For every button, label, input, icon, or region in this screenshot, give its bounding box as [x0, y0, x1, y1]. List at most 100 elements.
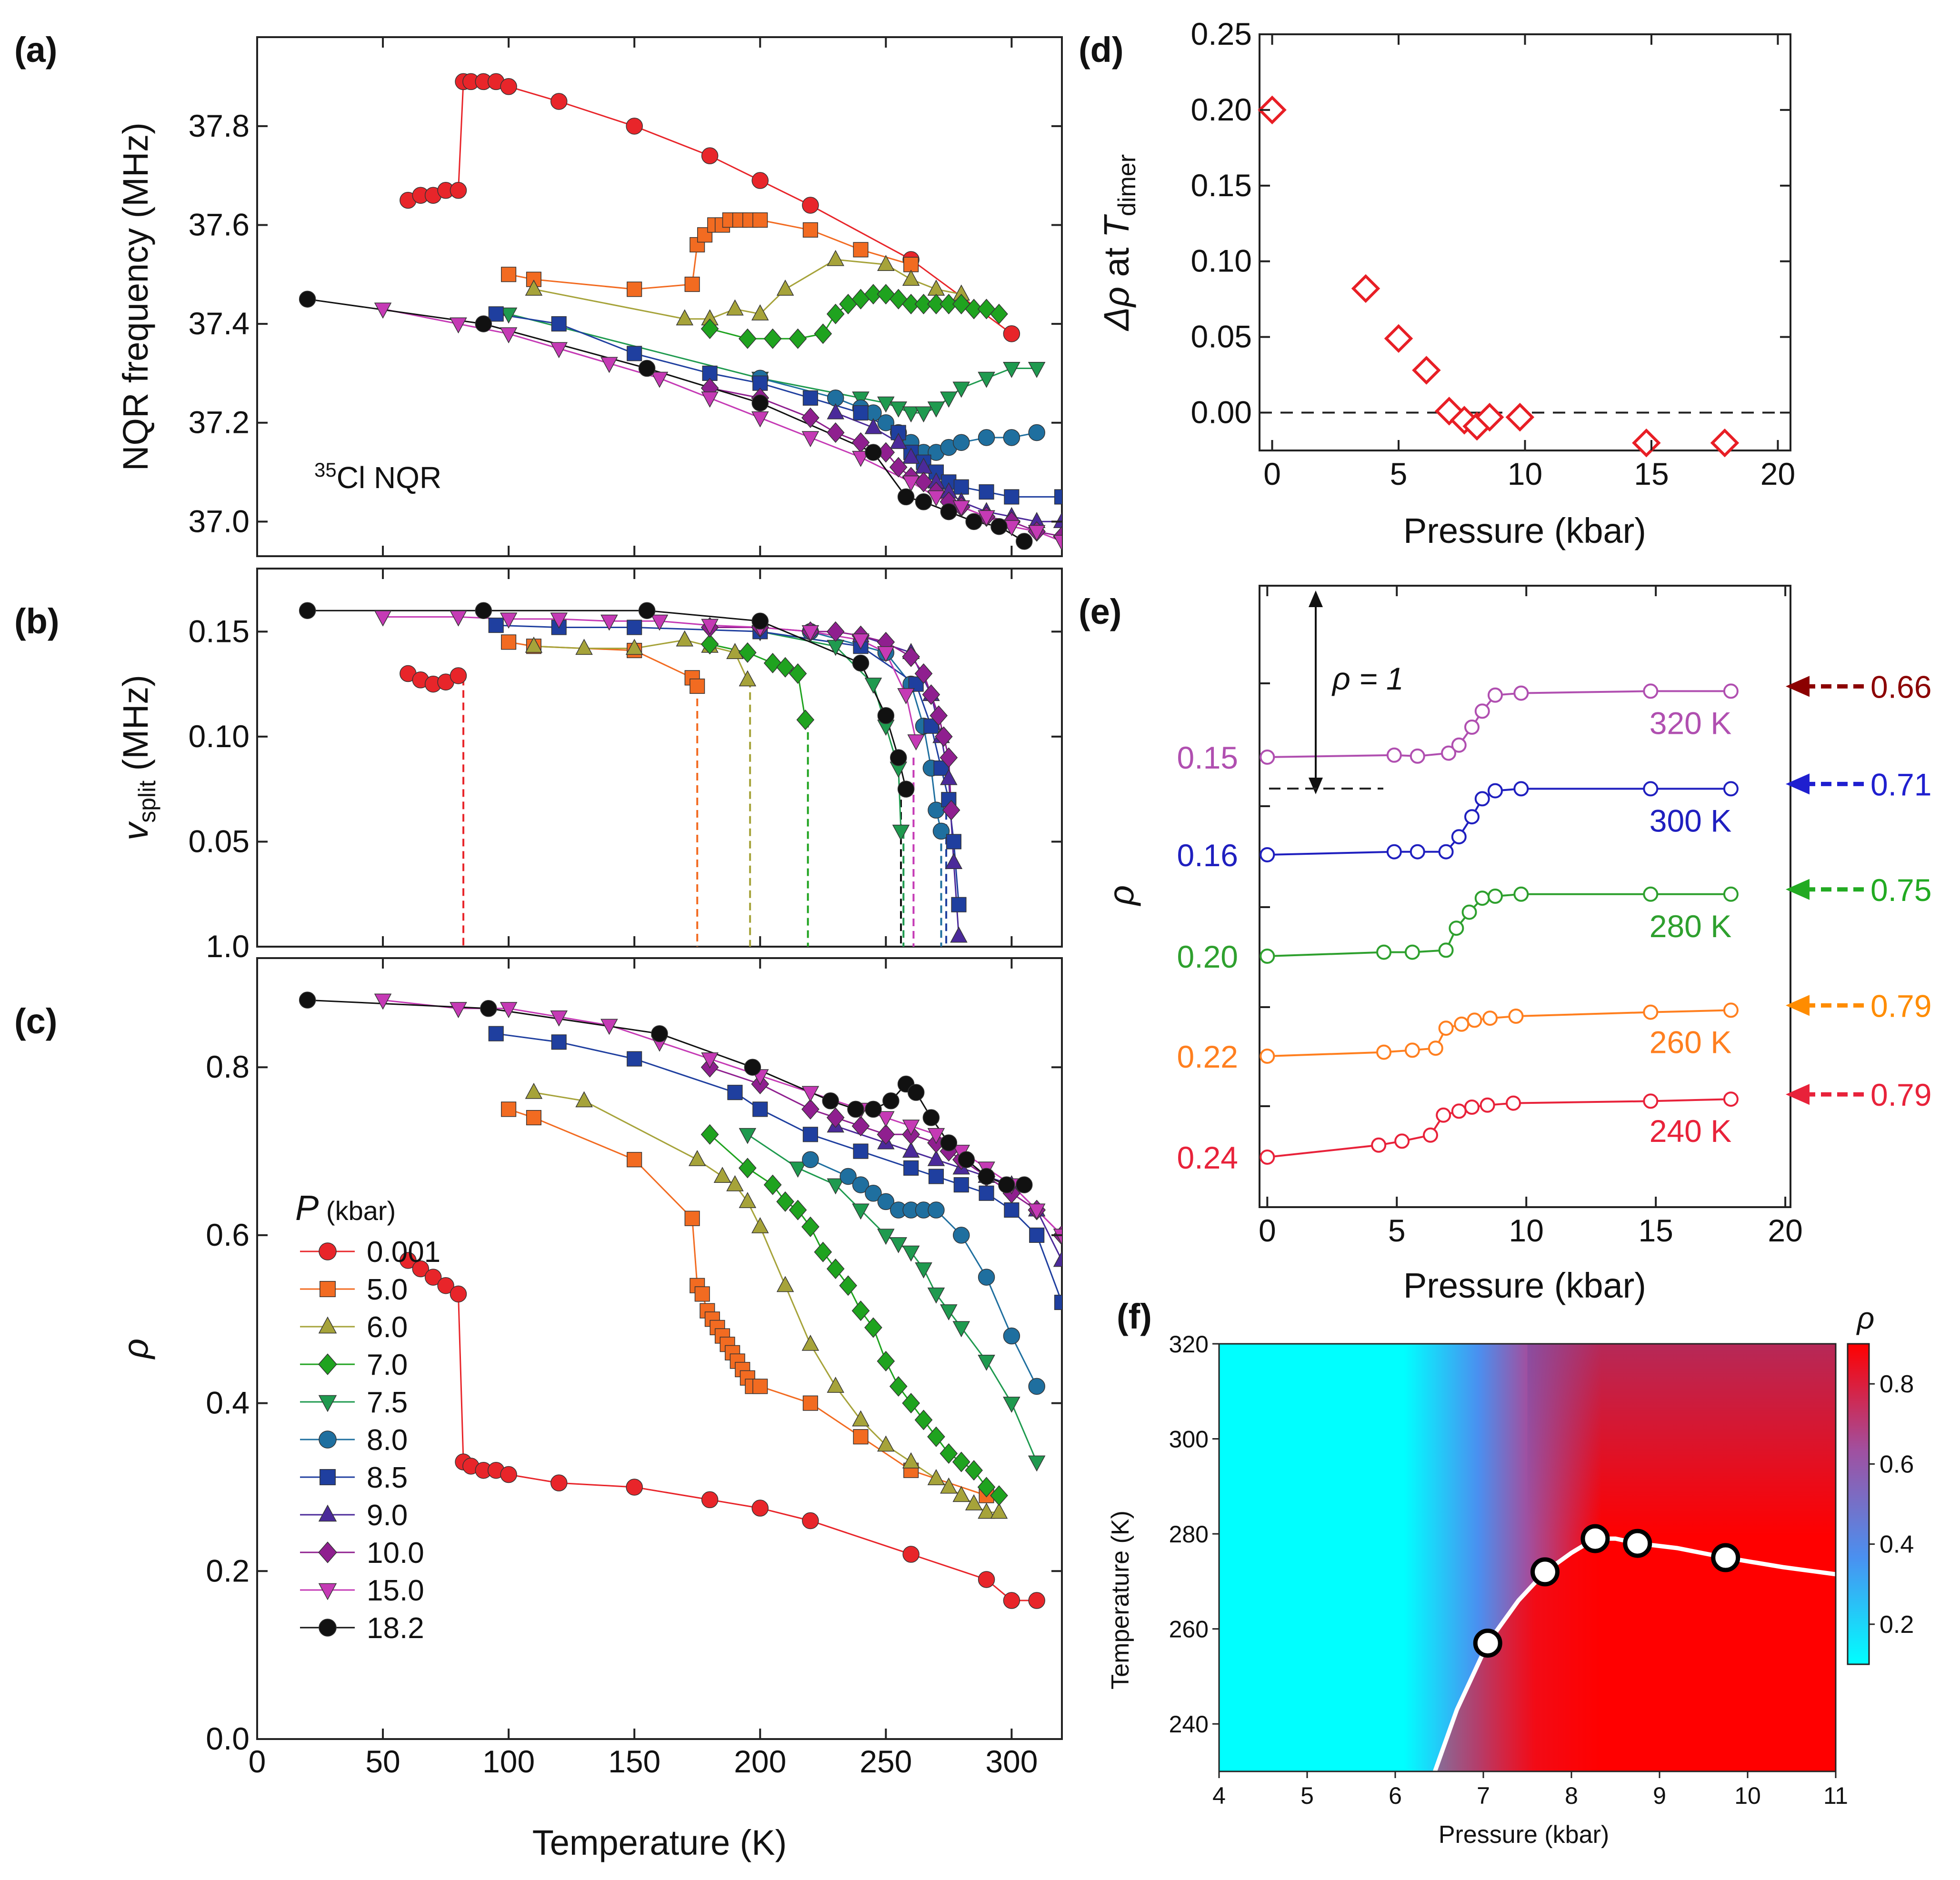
curve-point-300 K	[1723, 781, 1739, 797]
point-6.0	[852, 1410, 870, 1427]
panel-b-frame	[256, 568, 1063, 948]
point-6.0	[713, 1167, 731, 1183]
point-7.0	[990, 303, 1008, 324]
panel-c-ytick-label: 0.4	[206, 1385, 250, 1420]
point-7.0	[826, 1258, 845, 1280]
point-9.0	[890, 432, 907, 449]
point-0.001	[550, 1474, 568, 1491]
point-6.0	[751, 304, 769, 320]
legend-title: P (kbar)	[295, 1188, 396, 1228]
point-8.0	[978, 1269, 995, 1286]
boundary-point	[1530, 1557, 1560, 1587]
panel-d-plot: 0 5 10 15 20 0.00 0.05 0.10 0.15 0.20 0.25	[1191, 16, 1796, 491]
point-9.0	[864, 418, 882, 434]
left-value-300 K: 0.16	[1177, 838, 1238, 873]
point-10.0	[851, 1116, 870, 1137]
point-15.0	[701, 391, 719, 408]
point-5.0	[526, 1110, 541, 1126]
point-9.0	[950, 926, 968, 943]
curve-point-260 K	[1508, 1009, 1524, 1024]
point-9.0	[827, 403, 844, 420]
right-value-300 K: 0.71	[1870, 767, 1931, 802]
point-5.0	[501, 267, 517, 282]
point-18.2	[852, 654, 870, 672]
legend: 0.001 5.0 6.0 7.0 7.5 8.0 8.5 9.0 10.0 15.0 18.2	[300, 1236, 440, 1645]
point-15.0	[550, 342, 568, 359]
point-10.0	[826, 621, 845, 642]
point-15.0	[701, 1052, 719, 1069]
point-18.2	[651, 1025, 668, 1042]
panel-f-colorbar-label: ρ	[1856, 1301, 1875, 1335]
panel-c-plot: 0 50 100 150 200 250 300 0.0 0.2 0.4 0.6 0.8	[206, 958, 1062, 1779]
panel-a-ytick-label: 37.6	[189, 207, 250, 242]
point-7.0	[864, 1317, 882, 1338]
curve-point-320 K	[1487, 687, 1503, 703]
curve-point-300 K	[1386, 844, 1402, 860]
point-7.0	[851, 1300, 870, 1321]
point-7.0	[776, 657, 794, 678]
curve-label-300 K: 300 K	[1650, 803, 1731, 838]
panel-b-plot: 1.0 0.05 0.10 0.15	[189, 569, 1062, 964]
point-15.0	[600, 1019, 618, 1035]
panel-b-ytick-label: 0.05	[189, 823, 250, 859]
point-7.5	[940, 391, 958, 408]
point-15.0	[1003, 520, 1020, 536]
panel-f-xtick-label: 9	[1653, 1782, 1666, 1809]
point-6.0	[801, 1334, 820, 1351]
curve-point-260 K	[1454, 1016, 1470, 1032]
point-8.0	[1003, 429, 1020, 446]
curve-point-320 K	[1260, 750, 1275, 765]
panel-f-plot: 4 5 6 7 8 9 10 11 240 260 280 300 320 0.2 0.4 0.6 0.8	[1169, 1331, 1914, 1809]
point-0.001	[550, 93, 568, 110]
point-7.5	[890, 1237, 907, 1253]
delta-rho-point	[1475, 402, 1504, 432]
point-7.0	[914, 294, 933, 315]
panel-d-ytick-label: 0.25	[1191, 16, 1252, 51]
point-8.5	[488, 1026, 504, 1041]
panel-c-data	[299, 991, 1062, 1609]
point-6.0	[676, 309, 694, 326]
heatmap-area	[1219, 1344, 1836, 1771]
point-6.0	[575, 639, 593, 655]
panel-e-frame	[1259, 585, 1791, 1208]
panel-b-ylabel: vsplit (MHz)	[116, 675, 160, 840]
point-15.0	[1053, 535, 1062, 551]
point-7.5	[827, 1178, 844, 1195]
point-7.5	[902, 1245, 920, 1262]
point-5.0	[684, 1210, 700, 1226]
arrow-head-320 K	[1786, 676, 1810, 697]
panel-f-xtick-label: 5	[1300, 1782, 1314, 1809]
point-8.0	[1028, 1378, 1045, 1395]
point-18.2	[915, 493, 932, 510]
point-7.0	[814, 323, 832, 344]
point-18.2	[990, 518, 1008, 535]
panel-d-ytick-label: 0.05	[1191, 319, 1252, 354]
point-15.0	[374, 993, 392, 1010]
panel-e-xtick-label: 10	[1509, 1213, 1544, 1248]
panel-b-ytick-label: 0.10	[189, 719, 250, 754]
curve-point-280 K	[1260, 949, 1275, 964]
point-7.0	[940, 1443, 958, 1464]
point-7.0	[902, 1393, 920, 1414]
point-6.0	[978, 1502, 995, 1519]
panel-f-frame	[1218, 1343, 1837, 1772]
point-7.0	[864, 284, 882, 305]
panel-e-plot: 0.24 240 K 0.79 0.22 260 K 0.79 0.20 280 K 0.75 0…	[1177, 586, 1931, 1248]
point-8.5	[946, 834, 961, 850]
point-8.5	[951, 897, 967, 912]
panel-a-ylabel: NQR frequency (MHz)	[116, 122, 155, 471]
point-8.0	[1028, 424, 1045, 441]
curve-point-260 K	[1376, 1044, 1392, 1060]
point-8.5	[752, 1101, 768, 1117]
point-10.0	[902, 646, 920, 667]
panel-c-ytick-label: 0.8	[206, 1049, 250, 1084]
point-15.0	[877, 646, 895, 662]
point-15.0	[550, 1010, 568, 1027]
point-0.001	[802, 1512, 819, 1530]
panel-e-xtick-label: 0	[1259, 1213, 1276, 1248]
panel-a-annotation-main: Cl NQR	[337, 460, 441, 495]
point-10.0	[914, 663, 933, 684]
panel-a-ytick-label: 37.8	[189, 108, 250, 143]
panel-f-xtick-label: 10	[1734, 1782, 1761, 1809]
